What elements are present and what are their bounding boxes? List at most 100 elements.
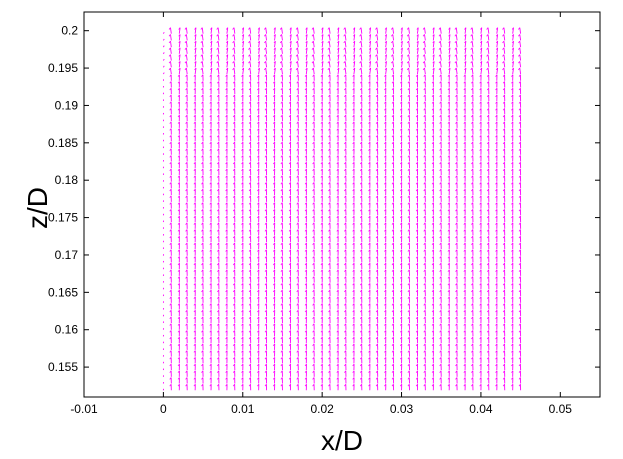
vector-arrow	[360, 54, 363, 61]
vector-arrow	[471, 54, 474, 61]
arrow-head	[217, 370, 220, 373]
arrow-head	[455, 188, 458, 192]
arrow-head	[384, 303, 387, 306]
vector-arrow	[344, 61, 347, 68]
arrow-head	[502, 94, 505, 98]
arrow-head	[463, 289, 466, 293]
arrow-head	[344, 316, 347, 320]
arrow-head	[296, 202, 299, 205]
arrow-head	[518, 101, 521, 104]
arrow-head	[177, 155, 180, 158]
arrow-head	[194, 54, 197, 57]
arrow-head	[232, 34, 235, 37]
arrow-head	[423, 222, 426, 225]
arrow-head	[185, 188, 188, 192]
arrow-head	[201, 108, 204, 111]
arrow-head	[463, 310, 466, 313]
arrow-head	[344, 236, 347, 239]
arrow-head	[463, 168, 466, 172]
arrow-head	[217, 74, 220, 77]
arrow-head	[400, 155, 403, 158]
vector-column	[209, 27, 213, 391]
arrow-head	[280, 363, 283, 367]
arrow-head	[264, 182, 267, 185]
arrow-head	[391, 209, 394, 212]
vector-column	[343, 27, 347, 391]
arrow-head	[336, 108, 339, 111]
arrow-head	[225, 108, 228, 111]
arrow-head	[288, 350, 291, 353]
vector-arrow	[503, 54, 506, 61]
arrow-head	[257, 283, 260, 286]
arrow-head	[400, 121, 403, 124]
arrow-head	[194, 47, 197, 50]
arrow-head	[423, 289, 426, 293]
arrow-head	[272, 363, 276, 367]
arrow-head	[352, 370, 355, 373]
arrow-head	[272, 182, 276, 185]
arrow-head	[495, 215, 498, 219]
vector-arrow	[496, 41, 499, 48]
arrow-head	[375, 269, 378, 272]
vector-arrow	[242, 61, 245, 68]
vector-arrow	[385, 54, 387, 61]
vector-arrow	[281, 67, 283, 75]
arrow-head	[407, 256, 410, 259]
arrow-head	[232, 175, 235, 178]
arrow-head	[312, 323, 315, 326]
arrow-head	[438, 47, 441, 50]
arrow-head	[184, 61, 187, 64]
arrow-head	[375, 188, 378, 192]
arrow-head	[217, 161, 220, 165]
arrow-head	[447, 101, 450, 104]
arrow-head	[225, 336, 228, 340]
arrow-head	[384, 343, 387, 346]
arrow-head	[511, 202, 514, 205]
arrow-head	[463, 249, 466, 252]
arrow-head	[480, 27, 483, 30]
arrow-head	[264, 141, 267, 145]
arrow-head	[486, 262, 489, 266]
arrow-head	[391, 148, 394, 151]
arrow-head	[486, 148, 489, 151]
arrow-head	[321, 61, 324, 64]
arrow-head	[295, 40, 298, 44]
arrow-head	[368, 195, 371, 198]
arrow-head	[471, 148, 474, 151]
arrow-head	[518, 148, 521, 151]
arrow-head	[280, 256, 283, 259]
arrow-head	[518, 316, 521, 320]
arrow-head	[177, 148, 180, 151]
vector-column	[168, 27, 172, 391]
arrow-head	[201, 336, 204, 340]
arrow-head	[375, 316, 378, 320]
arrow-head	[391, 363, 394, 367]
arrow-head	[328, 256, 331, 259]
arrow-head	[439, 296, 442, 299]
arrow-head	[321, 40, 324, 44]
arrow-head	[185, 209, 188, 212]
arrow-head	[272, 236, 276, 239]
arrow-head	[177, 182, 180, 185]
arrow-head	[264, 215, 267, 219]
arrow-head	[185, 323, 188, 326]
arrow-head	[336, 101, 339, 104]
arrow-head	[257, 323, 260, 326]
vector-arrow	[401, 27, 403, 34]
arrow-head	[384, 236, 387, 239]
arrow-head	[447, 229, 450, 232]
arrow-head	[279, 54, 282, 57]
vector-arrow	[201, 41, 204, 48]
arrow-head	[296, 175, 299, 178]
arrow-head	[168, 67, 171, 71]
arrow-head	[479, 310, 482, 313]
arrow-head	[495, 283, 498, 286]
arrow-head	[368, 357, 371, 360]
arrow-head	[375, 155, 378, 158]
arrow-head	[352, 256, 355, 259]
arrow-head	[438, 61, 441, 64]
arrow-head	[328, 209, 331, 212]
arrow-head	[312, 377, 315, 380]
arrow-head	[407, 242, 410, 246]
arrow-head	[185, 141, 188, 145]
